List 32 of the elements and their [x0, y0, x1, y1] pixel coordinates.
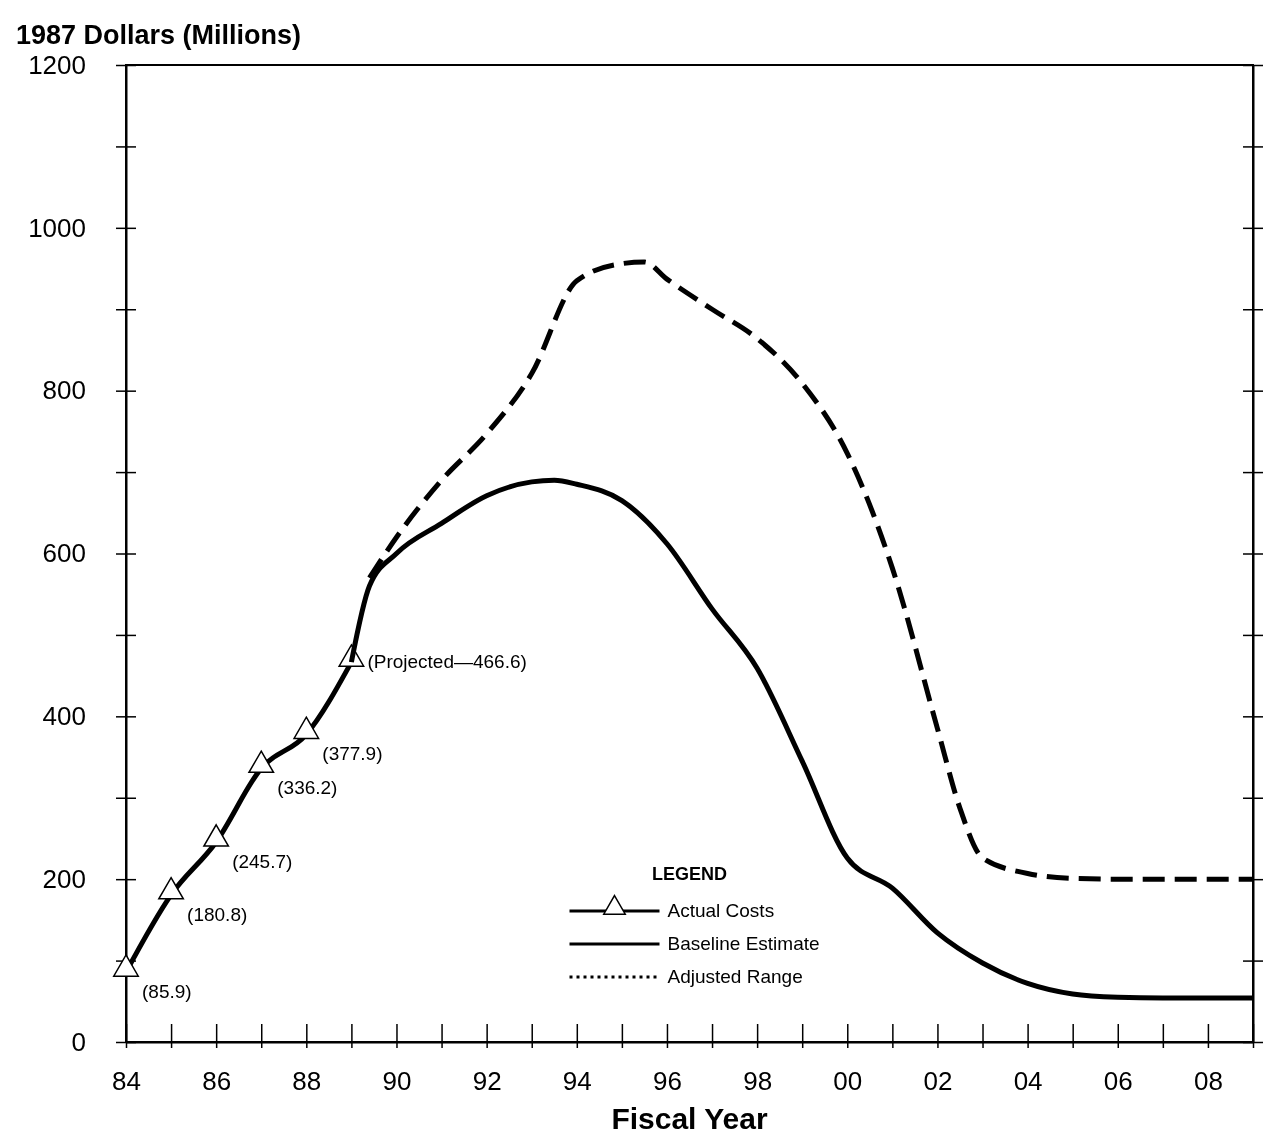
- data-label: (85.9): [142, 981, 192, 1003]
- legend-label: Actual Costs: [667, 900, 775, 921]
- data-label: (180.8): [187, 903, 248, 925]
- y-axis-title: 1987 Dollars (Millions): [16, 20, 302, 50]
- x-tick-label: 08: [1193, 1066, 1223, 1097]
- x-tick-label: 86: [202, 1066, 232, 1097]
- x-tick-label: 88: [292, 1066, 322, 1097]
- x-tick-label: 84: [112, 1066, 141, 1097]
- y-tick-label: 400: [42, 701, 86, 732]
- y-tick-label: 600: [42, 538, 86, 569]
- legend-label: Adjusted Range: [667, 966, 803, 987]
- x-tick-label: 00: [833, 1066, 863, 1097]
- legend-label: Baseline Estimate: [667, 933, 820, 954]
- x-tick-label: 06: [1103, 1066, 1133, 1097]
- data-label: (245.7): [232, 850, 293, 872]
- data-label: (Projected—466.6): [367, 651, 527, 673]
- data-label: (377.9): [322, 743, 383, 765]
- x-tick-label: 92: [472, 1066, 502, 1097]
- x-tick-label: 94: [562, 1066, 592, 1097]
- x-tick-label: 90: [382, 1066, 412, 1097]
- legend-title: LEGEND: [651, 864, 728, 884]
- data-label: (336.2): [277, 777, 338, 799]
- y-tick-label: 1200: [28, 49, 86, 80]
- x-tick-label: 98: [743, 1066, 773, 1097]
- x-tick-label: 02: [923, 1066, 953, 1097]
- y-tick-label: 0: [71, 1026, 86, 1057]
- x-tick-label: 96: [653, 1066, 682, 1097]
- y-tick-label: 800: [42, 375, 86, 406]
- y-tick-label: 200: [42, 863, 86, 894]
- x-axis-title: Fiscal Year: [611, 1102, 768, 1135]
- y-tick-label: 1000: [28, 212, 86, 243]
- x-tick-label: 04: [1013, 1066, 1043, 1097]
